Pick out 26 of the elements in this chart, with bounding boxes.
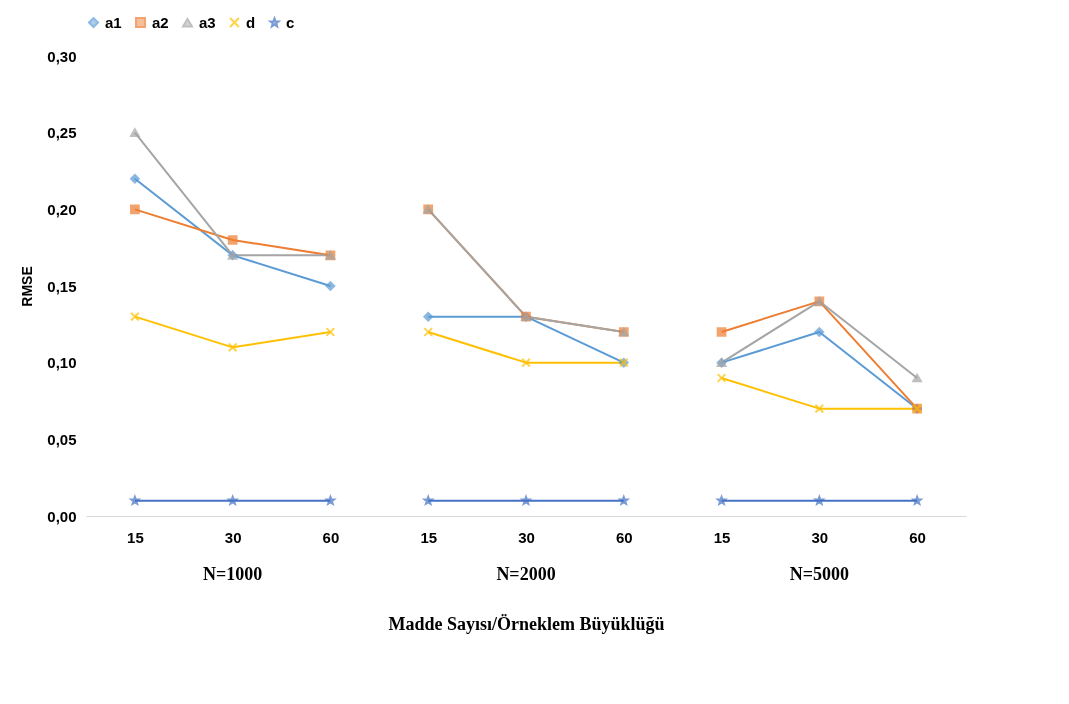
x-axis-title: Madde Sayısı/Örneklem Büyüklüğü — [388, 613, 665, 634]
legend-label: a2 — [152, 13, 169, 31]
legend-label: d — [246, 13, 256, 31]
legend-label: a3 — [199, 13, 216, 31]
x-tick-label: 60 — [615, 528, 633, 546]
y-tick-label: 0,00 — [47, 507, 77, 525]
x-tick-label: 60 — [909, 528, 926, 546]
text: N=5000 — [789, 564, 849, 584]
x-tick-label: 30 — [811, 528, 829, 546]
x-tick-label: 60 — [322, 528, 340, 546]
y-tick-label: 0,25 — [47, 124, 77, 142]
x-tick-label: 30 — [518, 528, 535, 546]
text: N=1000 — [203, 564, 263, 584]
y-tick-label: 0,15 — [47, 277, 77, 295]
y-tick-label: 0,20 — [47, 200, 77, 218]
legend-label: c — [286, 13, 295, 31]
x-tick-label: 30 — [224, 528, 242, 546]
x-tick-label: 15 — [420, 528, 438, 546]
text: N=2000 — [496, 564, 556, 584]
y-tick-label: 0,30 — [47, 47, 77, 65]
y-tick-label: 0,05 — [47, 430, 77, 448]
x-tick-label: 15 — [127, 528, 144, 546]
y-axis-title: RMSE — [19, 266, 36, 307]
x-tick-label: 15 — [713, 528, 731, 546]
y-tick-label: 0,10 — [47, 354, 77, 372]
legend-label: a1 — [105, 13, 122, 31]
